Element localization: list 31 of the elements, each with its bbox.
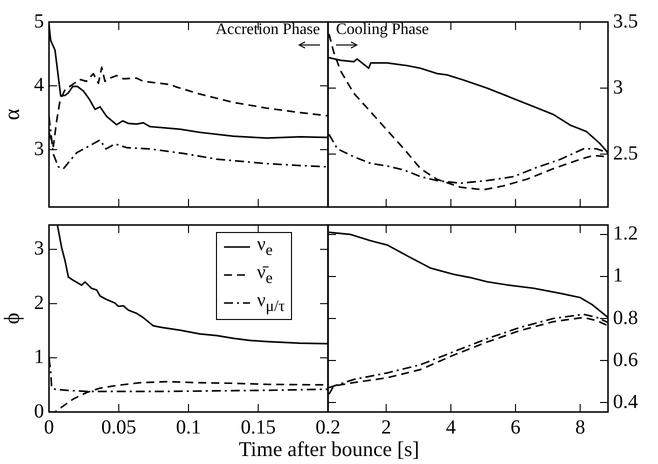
x-tick-label: 0.1 — [176, 416, 201, 438]
y-axis-title: α — [0, 108, 24, 120]
annotation: Cooling Phase — [336, 21, 429, 39]
y-tick-label: 1.2 — [613, 222, 638, 245]
y-tick-label: 0 — [34, 400, 44, 422]
y-tick-label: 3 — [613, 76, 623, 98]
x-tick-label: 2 — [381, 416, 392, 438]
y-tick-label: 3 — [34, 238, 44, 260]
x-tick-label: 8 — [575, 416, 586, 438]
x-tick-label: 4 — [446, 416, 456, 438]
annotation: Accretion Phase — [216, 21, 320, 39]
legend-label: ν$_{μ/τ}$ — [257, 290, 285, 316]
y-tick-label: 3 — [34, 138, 44, 160]
y-tick-label: 4 — [34, 74, 44, 96]
y-tick-label: 0.8 — [613, 306, 638, 329]
y-axis-title: ϕ — [0, 312, 24, 324]
legend-label: ν̄$_{e}$ — [257, 262, 273, 288]
y-tick-label: 0.6 — [613, 348, 638, 371]
x-tick-label: 0.05 — [101, 416, 136, 438]
x-tick-label: 0.2 — [316, 416, 340, 438]
y-tick-label: 0.4 — [613, 390, 638, 413]
legend-label: ν$_{e}$ — [257, 234, 273, 260]
y-tick-label: 3.5 — [613, 10, 638, 32]
y-tick-label: 1 — [613, 264, 623, 287]
x-tick-label: 6 — [510, 416, 521, 438]
y-tick-label: 1 — [34, 346, 44, 368]
y-tick-label: 5 — [34, 10, 44, 32]
y-tick-label: 2.5 — [613, 142, 638, 164]
x-axis-title: Time after bounce [s] — [238, 437, 420, 462]
y-tick-label: 2 — [34, 292, 44, 314]
x-tick-label: 0.15 — [240, 416, 276, 438]
